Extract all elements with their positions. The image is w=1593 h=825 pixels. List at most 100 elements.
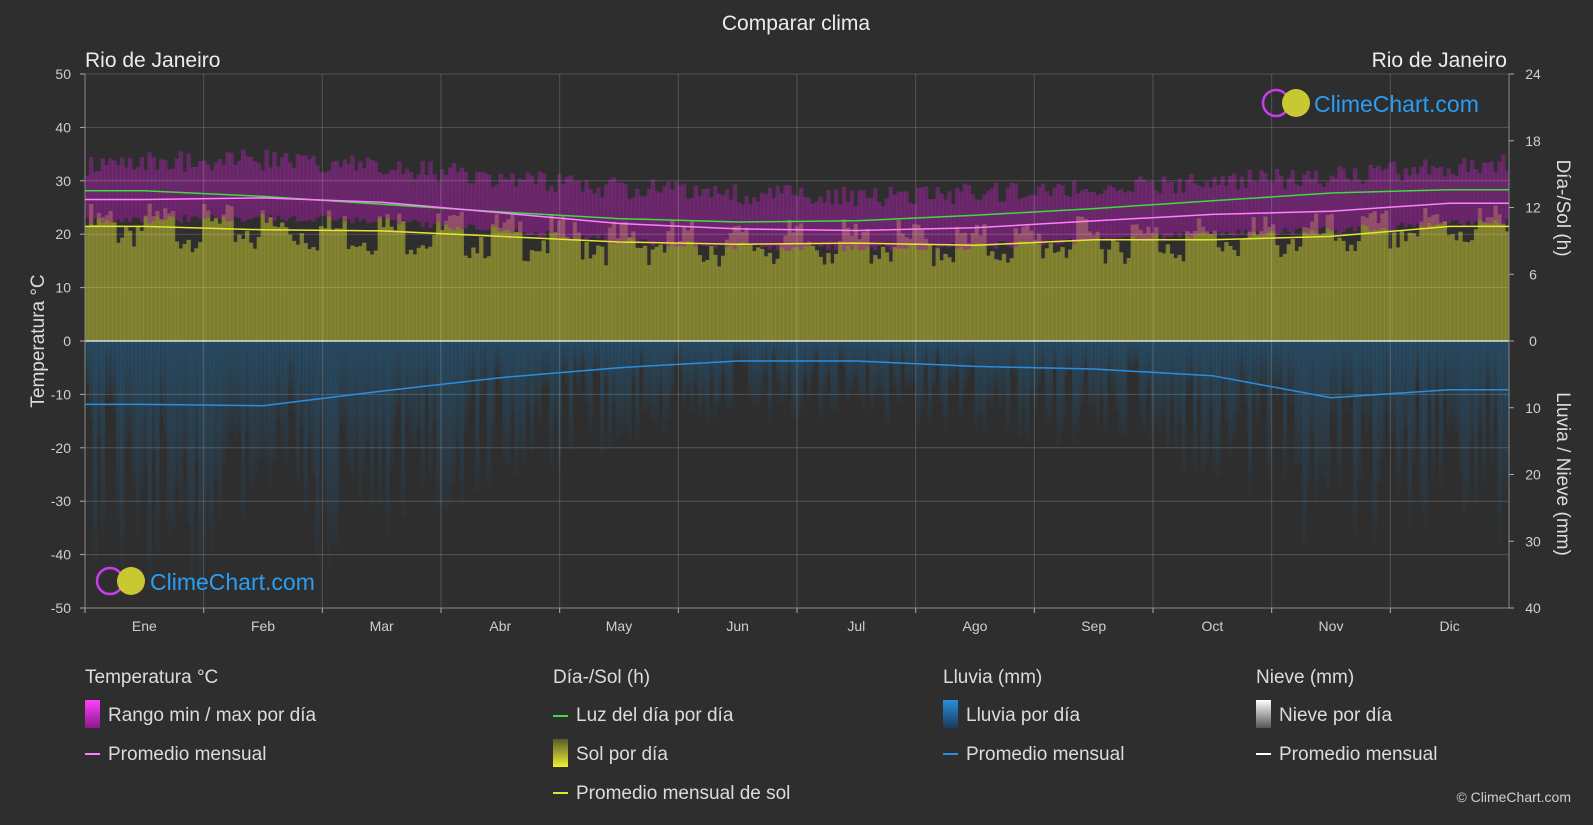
rain-day-bar xyxy=(857,341,862,398)
sun-day-bar xyxy=(681,225,687,341)
x-tick-label: Mar xyxy=(370,618,394,634)
rain-day-bar xyxy=(1111,341,1116,394)
temp-range-day-bar xyxy=(537,171,542,238)
sun-day-bar xyxy=(1185,231,1190,341)
rain-day-bar xyxy=(459,341,464,506)
temp-range-day-bar xyxy=(568,175,574,240)
rain-day-bar xyxy=(1313,341,1319,503)
sun-day-bar xyxy=(830,263,835,341)
temp-range-day-bar xyxy=(638,195,644,240)
rain-day-bar xyxy=(740,341,745,367)
legend-snow-label: Nieve por día xyxy=(1279,705,1392,726)
temp-range-day-bar xyxy=(814,201,819,246)
temp-range-day-bar xyxy=(1454,175,1459,220)
temp-range-day-bar xyxy=(342,159,347,222)
sun-day-bar xyxy=(619,222,624,341)
temp-range-day-bar xyxy=(697,196,702,243)
sun-day-bar xyxy=(1072,239,1077,341)
y-left-tick-label: 20 xyxy=(55,226,71,242)
temp-range-day-bar xyxy=(1493,171,1498,220)
temp-range-day-bar xyxy=(96,171,102,219)
rain-day-bar xyxy=(1013,341,1018,377)
rain-day-bar xyxy=(248,341,254,491)
temp-range-day-bar xyxy=(1356,179,1362,227)
sun-day-bar xyxy=(1095,231,1100,341)
rain-day-bar xyxy=(830,341,835,412)
rain-day-bar xyxy=(978,341,983,416)
sun-day-bar xyxy=(1466,242,1471,341)
sun-day-bar xyxy=(541,240,546,341)
rain-day-bar xyxy=(1196,341,1202,399)
sun-day-bar xyxy=(354,247,359,341)
sun-day-bar xyxy=(791,232,796,341)
rain-day-bar xyxy=(1138,341,1143,417)
sun-day-bar xyxy=(1290,239,1295,341)
rain-day-bar xyxy=(205,341,211,524)
rain-day-bar xyxy=(116,341,121,517)
rain-day-bar xyxy=(935,341,940,361)
rain-day-bar xyxy=(1493,341,1498,412)
sun-day-bar xyxy=(568,239,574,341)
rain-day-bar xyxy=(861,341,866,409)
temp-range-day-bar xyxy=(217,158,223,220)
temp-range-day-bar xyxy=(1302,174,1307,233)
sun-day-bar xyxy=(432,235,437,341)
rain-day-bar xyxy=(326,341,332,566)
rain-day-bar xyxy=(1337,341,1342,487)
sun-day-bar xyxy=(237,234,242,341)
brand-logo-top[interactable]: ClimeChart.com xyxy=(1261,88,1479,118)
brand-logo-bottom[interactable]: ClimeChart.com xyxy=(95,566,315,596)
temp-range-day-bar xyxy=(1239,176,1245,235)
rain-day-bar xyxy=(990,341,995,410)
temp-range-day-bar xyxy=(163,160,168,220)
rain-day-bar xyxy=(229,341,234,433)
y-left-tick-label: 50 xyxy=(55,66,71,82)
sun-day-bar xyxy=(1282,253,1288,341)
rain-day-bar xyxy=(1001,341,1007,397)
temp-range-day-bar xyxy=(1036,187,1042,245)
location-right: Rio de Janeiro xyxy=(1372,49,1507,72)
grid xyxy=(84,73,1510,609)
sun-day-bar xyxy=(1001,253,1007,341)
rain-day-bar xyxy=(1185,341,1190,397)
rain-day-bar xyxy=(358,341,363,502)
sun-day-bar xyxy=(334,228,340,341)
sun-day-bar xyxy=(845,227,851,341)
rain-day-bar xyxy=(1130,341,1135,372)
sun-day-bar xyxy=(1247,231,1253,341)
y-right-bottom-axis-title: Lluvia / Nieve (mm) xyxy=(1552,392,1573,556)
sun-day-bar xyxy=(1427,217,1432,341)
sun-day-bar xyxy=(1356,241,1362,341)
temp-range-day-bar xyxy=(1033,195,1038,242)
sun-day-bar xyxy=(1025,225,1030,341)
sun-day-bar xyxy=(759,248,765,341)
rain-day-bar xyxy=(678,341,683,371)
x-tick-label: Abr xyxy=(489,618,511,634)
sun-day-bar xyxy=(1310,221,1315,341)
rain-day-bar xyxy=(553,341,558,417)
sun-day-bar xyxy=(888,261,894,341)
rain-day-bar xyxy=(1247,341,1253,493)
sun-day-bar xyxy=(256,237,262,341)
rain-day-bar xyxy=(611,341,617,405)
temp-range-day-bar xyxy=(713,186,718,248)
sun-day-bar xyxy=(670,220,675,341)
y-left-tick-label: -20 xyxy=(51,440,71,456)
copyright[interactable]: © ClimeChart.com xyxy=(1456,789,1571,805)
rain-day-bar xyxy=(159,341,164,418)
rain-day-bar xyxy=(85,341,90,386)
sun-day-bar xyxy=(1033,239,1038,341)
temp-range-day-bar xyxy=(264,149,269,222)
rain-day-bar xyxy=(479,341,484,400)
temp-range-day-bar xyxy=(1360,184,1366,225)
rain-day-bar xyxy=(213,341,219,480)
temp-range-day-bar xyxy=(303,155,308,222)
sun-day-bar xyxy=(1103,263,1108,341)
temp-range-day-bar xyxy=(1403,168,1409,227)
sun-day-bar xyxy=(1364,217,1370,341)
rain-day-bar xyxy=(1458,341,1463,472)
temp-range-day-bar xyxy=(326,170,332,217)
sun-day-bar xyxy=(475,253,480,341)
rain-day-bar xyxy=(912,341,917,384)
rain-day-bar xyxy=(779,341,784,404)
